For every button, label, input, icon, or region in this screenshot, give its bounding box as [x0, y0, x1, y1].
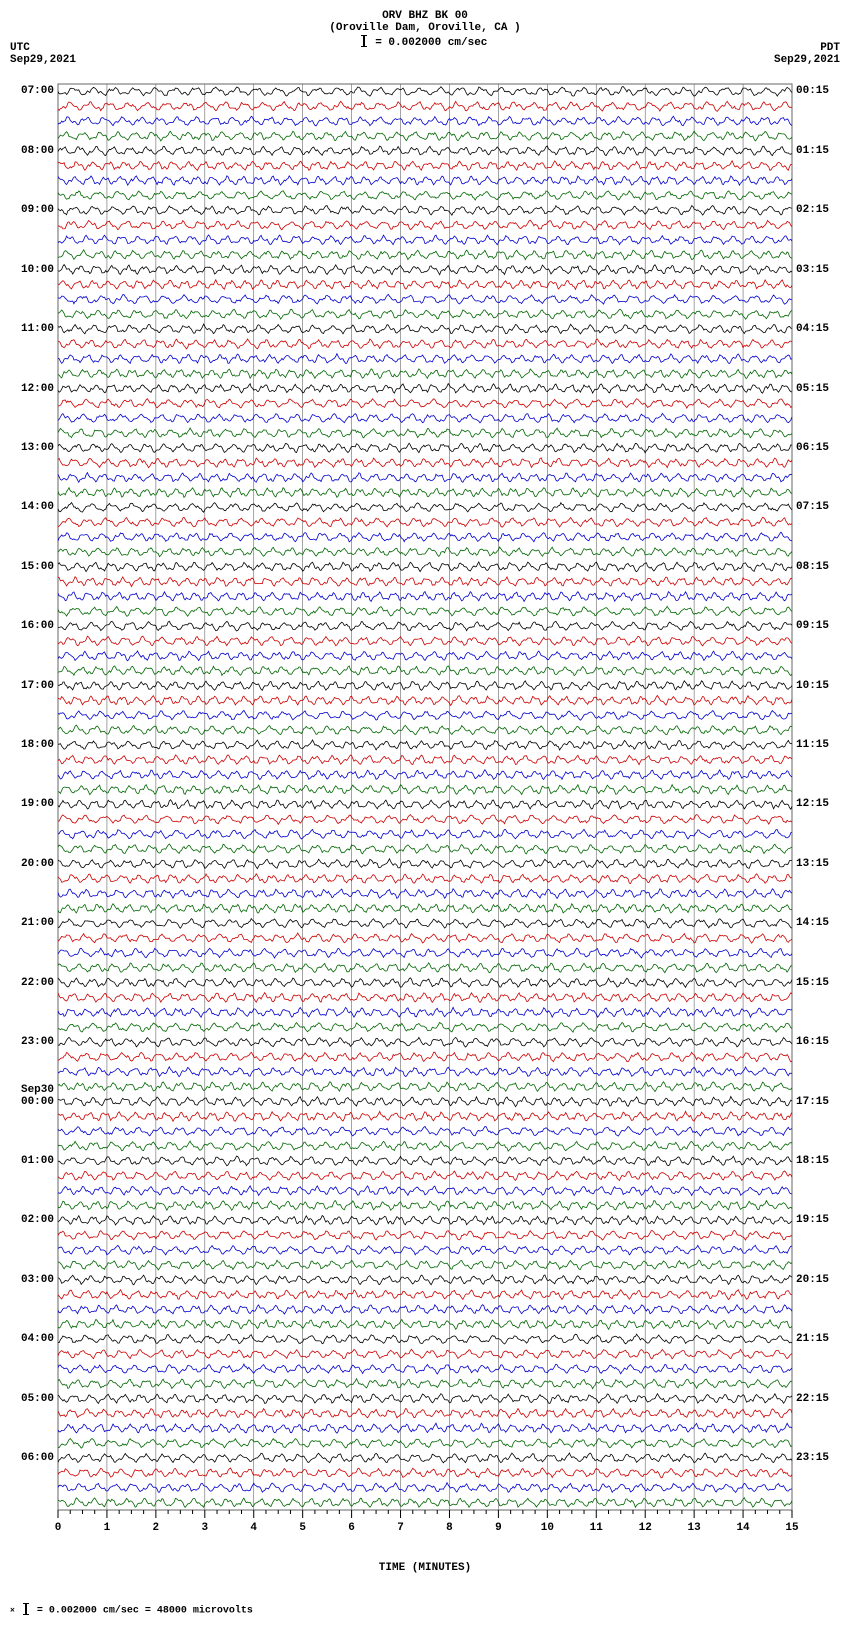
time-label: 01:15 — [796, 145, 829, 157]
title-line1: ORV BHZ BK 00 — [10, 10, 840, 22]
scale-indicator: = 0.002000 cm/sec — [10, 36, 840, 49]
time-label: 03:00 — [21, 1274, 54, 1286]
time-label: 21:00 — [21, 917, 54, 929]
time-label: 17:00 — [21, 680, 54, 692]
time-label: 04:00 — [21, 1333, 54, 1345]
right-tz: PDT — [774, 42, 840, 54]
time-label: 12:00 — [21, 383, 54, 395]
svg-text:15: 15 — [785, 1522, 799, 1534]
time-label: 05:00 — [21, 1393, 54, 1405]
time-label: 06:00 — [21, 1452, 54, 1464]
svg-text:2: 2 — [153, 1522, 160, 1534]
time-label: 19:00 — [21, 798, 54, 810]
title-block: ORV BHZ BK 00 (Oroville Dam, Oroville, C… — [10, 10, 840, 49]
time-label: 00:00 — [21, 1096, 54, 1108]
header-right: PDT Sep29,2021 — [774, 42, 840, 66]
svg-text:11: 11 — [590, 1522, 604, 1534]
svg-text:1: 1 — [104, 1522, 111, 1534]
time-label: 18:15 — [796, 1155, 829, 1167]
time-label: 10:15 — [796, 680, 829, 692]
svg-text:4: 4 — [250, 1522, 257, 1534]
right-date: Sep29,2021 — [774, 54, 840, 66]
time-label: 13:00 — [21, 442, 54, 454]
scale-bar-icon — [363, 35, 365, 47]
time-label: 14:15 — [796, 917, 829, 929]
time-label: 01:00 — [21, 1155, 54, 1167]
time-label: 20:00 — [21, 858, 54, 870]
x-axis-label: TIME (MINUTES) — [10, 1562, 840, 1574]
left-tz: UTC — [10, 42, 76, 54]
time-label: 22:15 — [796, 1393, 829, 1405]
time-label: 08:15 — [796, 561, 829, 573]
header-left: UTC Sep29,2021 — [10, 42, 76, 66]
svg-text:5: 5 — [299, 1522, 306, 1534]
svg-text:8: 8 — [446, 1522, 453, 1534]
scale-text: = 0.002000 cm/sec — [375, 37, 487, 49]
time-label: 07:15 — [796, 501, 829, 513]
seismogram-svg: 0123456789101112131415 — [10, 80, 840, 1540]
left-date: Sep29,2021 — [10, 54, 76, 66]
svg-text:12: 12 — [639, 1522, 652, 1534]
time-label: 02:15 — [796, 204, 829, 216]
time-label: 23:00 — [21, 1036, 54, 1048]
time-label: 22:00 — [21, 977, 54, 989]
footer-scale-bar-icon — [25, 1603, 27, 1615]
svg-text:9: 9 — [495, 1522, 502, 1534]
svg-text:3: 3 — [201, 1522, 208, 1534]
svg-text:0: 0 — [55, 1522, 62, 1534]
footer-prefix: × — [10, 1607, 15, 1616]
time-label: 05:15 — [796, 383, 829, 395]
time-label: 19:15 — [796, 1214, 829, 1226]
time-label: 11:00 — [21, 323, 54, 335]
time-label: 00:15 — [796, 85, 829, 97]
footer-text: = 0.002000 cm/sec = 48000 microvolts — [37, 1606, 253, 1617]
time-label: Sep30 — [21, 1084, 54, 1096]
time-label: 18:00 — [21, 739, 54, 751]
time-label: 20:15 — [796, 1274, 829, 1286]
time-label: 17:15 — [796, 1096, 829, 1108]
plot-area: 07:00 08:00 09:00 10:00 11:00 12:00 13:00 14:00… — [10, 80, 840, 1560]
time-label: 06:15 — [796, 442, 829, 454]
time-label: 21:15 — [796, 1333, 829, 1345]
svg-text:10: 10 — [541, 1522, 554, 1534]
time-label: 04:15 — [796, 323, 829, 335]
time-label: 12:15 — [796, 798, 829, 810]
svg-text:14: 14 — [736, 1522, 750, 1534]
time-label: 08:00 — [21, 145, 54, 157]
seismogram-container: ORV BHZ BK 00 (Oroville Dam, Oroville, C… — [10, 10, 840, 1617]
svg-text:7: 7 — [397, 1522, 404, 1534]
time-label: 23:15 — [796, 1452, 829, 1464]
time-label: 10:00 — [21, 264, 54, 276]
time-label: 15:15 — [796, 977, 829, 989]
time-label: 13:15 — [796, 858, 829, 870]
time-label: 11:15 — [796, 739, 829, 751]
svg-text:13: 13 — [688, 1522, 702, 1534]
header: ORV BHZ BK 00 (Oroville Dam, Oroville, C… — [10, 10, 840, 80]
time-label: 07:00 — [21, 85, 54, 97]
time-label: 16:00 — [21, 620, 54, 632]
footer: × = 0.002000 cm/sec = 48000 microvolts — [10, 1604, 840, 1617]
time-label: 02:00 — [21, 1214, 54, 1226]
title-line2: (Oroville Dam, Oroville, CA ) — [10, 22, 840, 34]
time-label: 16:15 — [796, 1036, 829, 1048]
svg-text:6: 6 — [348, 1522, 355, 1534]
time-label: 03:15 — [796, 264, 829, 276]
time-label: 14:00 — [21, 501, 54, 513]
time-label: 09:15 — [796, 620, 829, 632]
time-label: 09:00 — [21, 204, 54, 216]
time-label: 15:00 — [21, 561, 54, 573]
